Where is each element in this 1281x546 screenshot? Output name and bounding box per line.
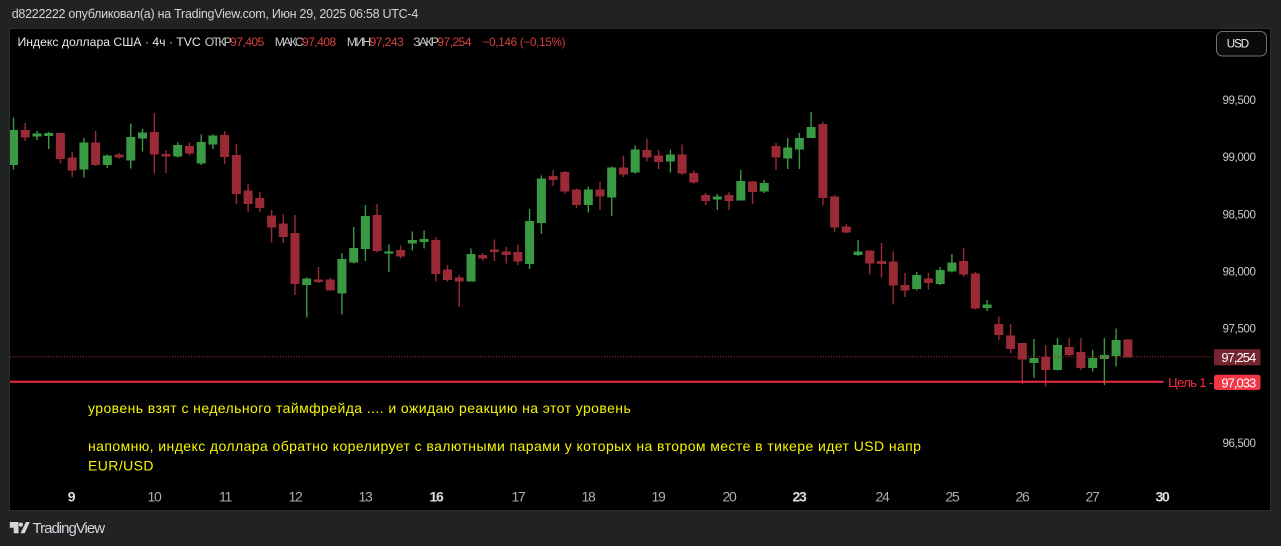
- svg-text:9: 9: [68, 488, 76, 504]
- svg-text:Индекс доллара США · 4ч · TVC: Индекс доллара США · 4ч · TVC: [18, 35, 201, 49]
- svg-text:98,000: 98,000: [1222, 266, 1255, 279]
- svg-text:24: 24: [876, 488, 890, 504]
- svg-text:23: 23: [793, 488, 807, 504]
- svg-text:уровень взят с недельного тайм: уровень взят с недельного таймфрейда ...…: [88, 400, 631, 416]
- svg-text:EUR/USD: EUR/USD: [88, 457, 154, 473]
- svg-text:17: 17: [512, 488, 526, 504]
- svg-text:97,033: 97,033: [1221, 375, 1256, 390]
- svg-text:−0,146 (−0,15%): −0,146 (−0,15%): [483, 36, 566, 49]
- svg-text:98,500: 98,500: [1222, 209, 1255, 222]
- svg-text:ЗАКР97,254: ЗАКР97,254: [413, 35, 471, 49]
- svg-text:16: 16: [430, 488, 444, 504]
- svg-text:96,500: 96,500: [1222, 437, 1255, 450]
- svg-text:26: 26: [1016, 488, 1030, 504]
- svg-text:30: 30: [1156, 488, 1170, 504]
- svg-text:d8222222 опубликовал(а) на Tra: d8222222 опубликовал(а) на TradingView.c…: [12, 7, 419, 21]
- svg-text:19: 19: [652, 488, 666, 504]
- svg-text:97,500: 97,500: [1222, 323, 1255, 336]
- svg-text:97,254: 97,254: [1221, 350, 1256, 365]
- svg-text:27: 27: [1086, 488, 1100, 504]
- svg-text:10: 10: [148, 488, 162, 504]
- svg-text:12: 12: [289, 488, 303, 504]
- svg-text:99,500: 99,500: [1222, 94, 1255, 107]
- svg-text:ОТКР97,405: ОТКР97,405: [205, 35, 265, 49]
- svg-text:99,000: 99,000: [1222, 151, 1255, 164]
- svg-text:18: 18: [582, 488, 596, 504]
- svg-text:11: 11: [219, 488, 232, 504]
- svg-text:МАКС97,408: МАКС97,408: [275, 35, 337, 49]
- svg-text:Цель 1 -: Цель 1 -: [1168, 375, 1213, 390]
- svg-text:МИН97,243: МИН97,243: [347, 35, 404, 49]
- svg-text:25: 25: [946, 488, 960, 504]
- svg-text:USD: USD: [1227, 37, 1249, 50]
- svg-text:напомню, индекс доллара обратн: напомню, индекс доллара обратно корелиру…: [88, 438, 921, 454]
- svg-text:13: 13: [359, 488, 373, 504]
- svg-text:20: 20: [723, 488, 737, 504]
- svg-text:TradingView: TradingView: [33, 520, 106, 537]
